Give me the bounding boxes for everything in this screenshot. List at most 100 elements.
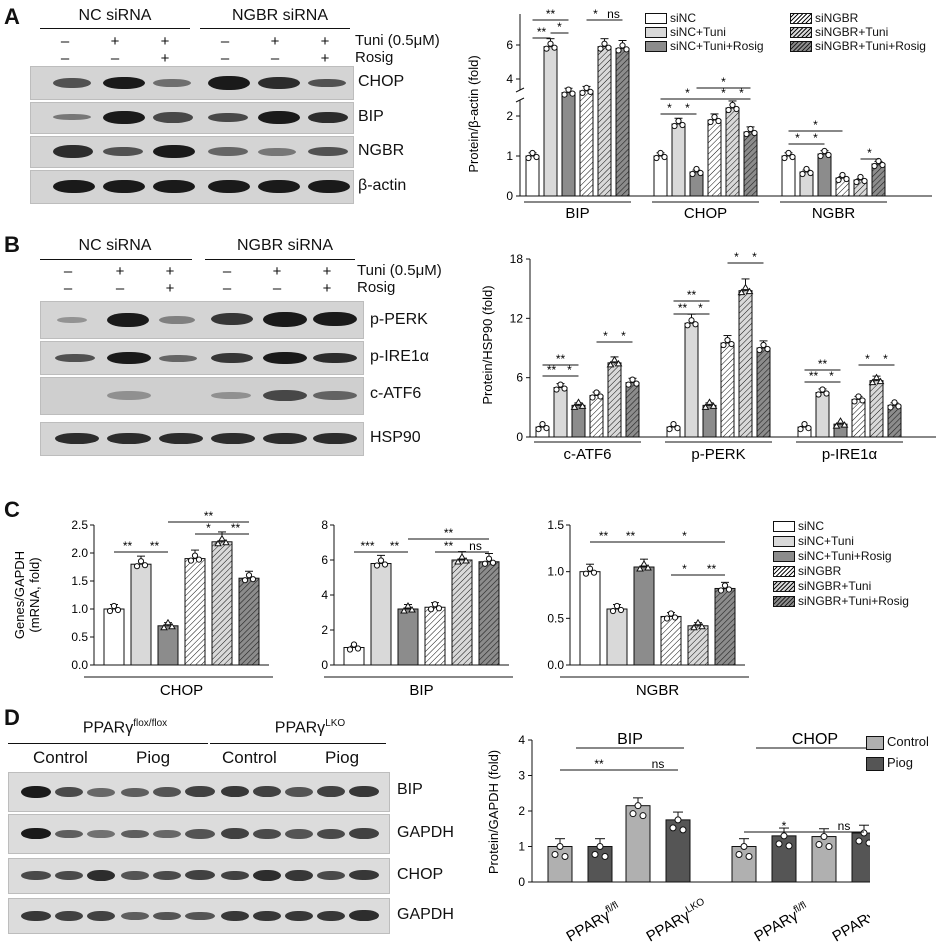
bar xyxy=(815,392,830,438)
significance-label: * xyxy=(721,86,726,100)
rosig-mark: – xyxy=(270,50,280,67)
legend-item: siNGBR+Tuni xyxy=(790,25,888,39)
data-point xyxy=(797,426,804,433)
chart-c-chop: 0.0 0.5 1.0 1.5 2.0 2.5 Genes/GAPDH (mRNA, fold… xyxy=(12,509,273,699)
rosig-label: Rosig xyxy=(355,49,394,66)
significance-label: ** xyxy=(626,529,636,543)
significance-label: ns xyxy=(607,7,620,21)
group-label-ngbr-sirna: NGBR siRNA xyxy=(231,7,328,24)
data-point xyxy=(644,564,652,571)
legend-item: siNC+Tuni+Rosig xyxy=(773,549,892,563)
bar xyxy=(478,561,500,666)
data-point xyxy=(707,118,714,126)
rosig-mark: + xyxy=(165,280,175,297)
bar xyxy=(707,119,722,197)
y-tick-label: 2.5 xyxy=(71,518,88,532)
data-point xyxy=(679,121,686,129)
significance-label: * xyxy=(206,521,211,535)
y-tick-label: 4 xyxy=(518,733,525,747)
bar xyxy=(397,608,419,666)
data-point xyxy=(868,378,877,386)
data-point xyxy=(671,614,679,621)
data-point xyxy=(591,851,599,858)
panel-letter-d: D xyxy=(4,705,20,730)
blot-label-p-perk: p-PERK xyxy=(370,311,428,328)
data-point xyxy=(241,577,249,584)
data-point xyxy=(551,44,558,51)
y-axis-label: Genes/GAPDH xyxy=(12,551,27,639)
x-category-label: c-ATF6 xyxy=(563,446,611,463)
x-category-label: BIP xyxy=(565,205,589,222)
data-point xyxy=(613,602,621,610)
data-point xyxy=(485,555,493,562)
data-point xyxy=(861,177,868,185)
x-category-label: BIP xyxy=(409,682,433,699)
significance-label: ** xyxy=(678,301,688,315)
data-point xyxy=(625,381,632,388)
y-tick-label: 2 xyxy=(518,804,525,818)
data-point xyxy=(666,426,673,433)
x-category-label: p-PERK xyxy=(691,446,745,463)
legend-item: siNGBR+Tuni xyxy=(773,579,871,593)
data-point xyxy=(775,840,783,848)
data-point xyxy=(698,622,706,630)
data-point xyxy=(815,841,823,849)
data-point xyxy=(570,403,579,410)
blot-label-bip: BIP xyxy=(397,781,423,798)
data-point xyxy=(853,178,860,186)
data-point xyxy=(377,557,385,564)
bar xyxy=(653,155,668,197)
data-point xyxy=(839,171,846,179)
tuni-label: Tuni (0.5μM) xyxy=(357,262,442,279)
data-point xyxy=(851,398,858,405)
data-point xyxy=(586,565,594,572)
data-point xyxy=(222,538,230,546)
data-point xyxy=(615,47,622,54)
data-point xyxy=(606,360,615,368)
significance-label: * xyxy=(752,250,757,264)
bar xyxy=(424,606,446,666)
data-point xyxy=(619,42,626,49)
data-point xyxy=(803,165,810,173)
x-subgroup-label: PPARγfl/fl xyxy=(563,900,624,946)
y-tick-label: 8 xyxy=(321,518,328,532)
data-point xyxy=(191,552,199,559)
tuni-mark: + xyxy=(160,33,170,50)
sub-label-piog: Piog xyxy=(325,748,360,767)
bar xyxy=(607,362,622,438)
blot-label-gapdh: GAPDH xyxy=(397,824,454,841)
data-point xyxy=(529,149,536,157)
data-point xyxy=(164,618,172,626)
rosig-mark: – xyxy=(272,280,282,297)
legend-item: siNC xyxy=(645,11,696,25)
y-axis-label: (mRNA, fold) xyxy=(27,557,42,632)
significance-label: ** xyxy=(444,539,454,553)
data-point xyxy=(843,175,850,183)
significance-label: * xyxy=(593,7,598,21)
data-point xyxy=(667,610,675,617)
significance-label: ** xyxy=(818,357,828,371)
data-point xyxy=(679,826,687,834)
data-point xyxy=(689,170,696,178)
data-point xyxy=(836,417,845,424)
blot-label-beta-actin: β-actin xyxy=(358,177,407,194)
significance-label: * xyxy=(557,20,562,34)
data-point xyxy=(860,829,868,837)
y-tick-label: 2.0 xyxy=(71,546,88,560)
blot-gapdh-2 xyxy=(8,898,390,934)
data-point xyxy=(756,346,763,354)
data-point xyxy=(724,336,731,344)
data-point xyxy=(454,558,462,565)
bar xyxy=(633,566,655,666)
blot-label-chop: CHOP xyxy=(358,73,405,90)
significance-label: ** xyxy=(123,539,133,553)
bar xyxy=(547,846,573,883)
bar xyxy=(702,404,717,438)
data-point xyxy=(569,90,576,97)
data-point xyxy=(141,562,149,569)
y-tick-label: 2 xyxy=(321,623,328,637)
data-point xyxy=(840,421,849,428)
x-category-label: CHOP xyxy=(160,682,203,699)
data-point xyxy=(801,421,808,428)
